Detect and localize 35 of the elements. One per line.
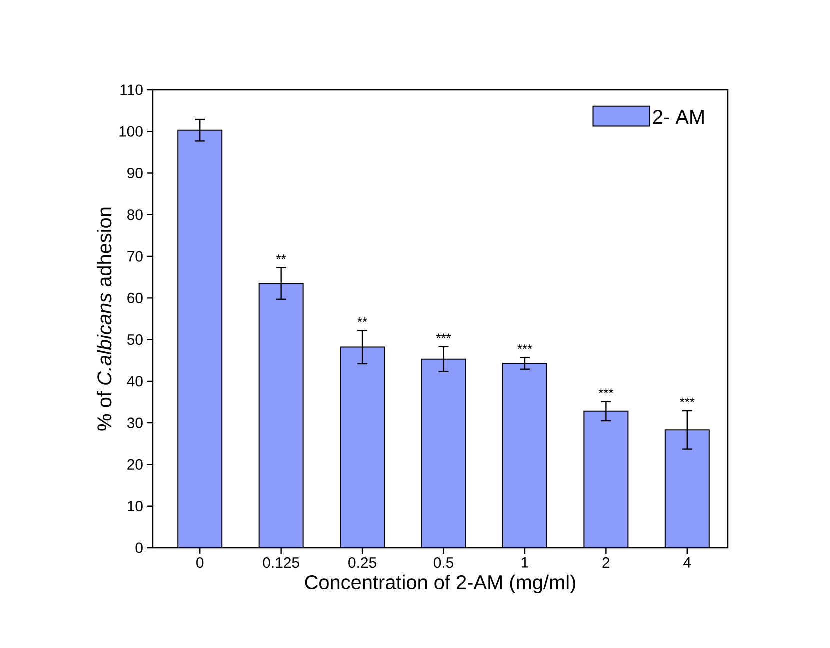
y-tick-label: 20 xyxy=(128,459,143,470)
y-tick-label: 60 xyxy=(128,292,143,304)
annotation: ** xyxy=(358,318,368,322)
x-tick-label: 0 xyxy=(196,558,204,568)
annotation: *** xyxy=(518,344,532,350)
y-tick-label: 80 xyxy=(128,210,143,220)
bar xyxy=(502,363,548,548)
bar xyxy=(258,283,304,548)
bar xyxy=(340,346,386,548)
bar xyxy=(584,410,629,548)
x-tick-label: 4 xyxy=(684,558,692,568)
x-tick-label: 1 xyxy=(522,558,528,568)
bar xyxy=(664,430,710,548)
y-tick-label: 10 xyxy=(128,501,143,512)
y-tick-label: 40 xyxy=(127,376,143,387)
bar xyxy=(421,358,466,548)
x-tick-label: 2 xyxy=(602,558,610,568)
y-tick-label: 0 xyxy=(136,542,143,554)
annotation: *** xyxy=(436,334,452,338)
x-tick-label: 0.25 xyxy=(348,558,376,568)
legend-label: 2- AM xyxy=(653,110,704,124)
y-tick-label: 50 xyxy=(127,334,143,346)
x-tick-label: 0.125 xyxy=(263,558,300,568)
y-tick-label: 90 xyxy=(128,168,143,179)
y-tick-label: 100 xyxy=(120,126,143,137)
x-tick-label: 0.5 xyxy=(434,558,454,568)
annotation: *** xyxy=(680,398,695,402)
bar xyxy=(178,130,223,548)
x-axis-title: Concentration of 2-AM (mg/ml) xyxy=(305,574,576,594)
annotation: ** xyxy=(276,254,286,260)
annotation: *** xyxy=(598,388,614,394)
y-tick-label: 30 xyxy=(127,418,143,428)
y-axis-title: % of C.albicans adhesion xyxy=(97,208,112,431)
y-tick-label: 70 xyxy=(128,251,143,262)
y-tick-label: 110 xyxy=(120,84,143,96)
